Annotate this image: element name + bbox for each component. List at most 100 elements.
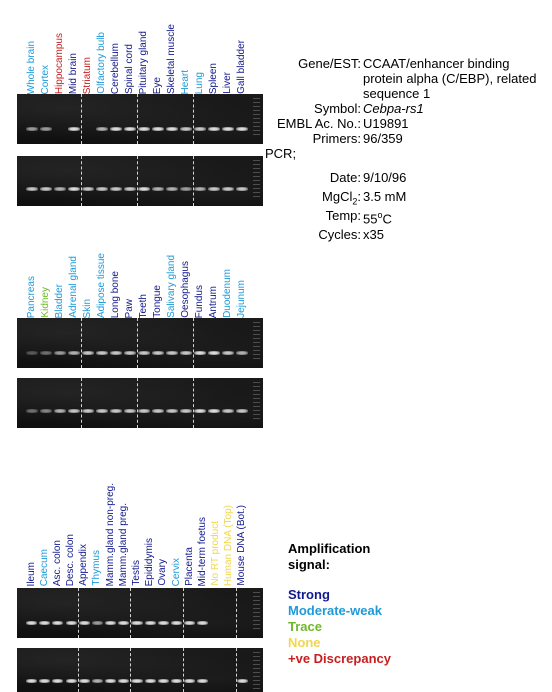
gel-band	[180, 409, 192, 413]
lane-label: Mamm.gland preg.	[117, 502, 129, 586]
lane-label: Spleen	[208, 62, 219, 94]
lane-label: Liver	[222, 72, 233, 94]
gel-band	[138, 187, 150, 191]
lane-labels-1: Whole brain Cortex Hippocampus Mid brain Str…	[17, 8, 263, 94]
gel-band	[40, 351, 52, 355]
lane-divider	[193, 156, 194, 206]
cycles-row: Cycles: x35	[262, 227, 547, 242]
mgcl2-value: 3.5 mM	[363, 189, 407, 204]
gel-band	[236, 127, 248, 131]
lane-label: Paw	[124, 298, 135, 318]
gel-band	[222, 127, 234, 131]
gel-band	[152, 127, 164, 131]
gel-band	[105, 679, 117, 683]
lane-divider	[81, 94, 82, 144]
lane-divider	[77, 648, 79, 692]
gel-band	[91, 621, 103, 625]
cycles-value: x35	[363, 227, 384, 242]
gel-band	[157, 679, 169, 683]
gel-band	[194, 409, 206, 413]
gel-band	[197, 679, 209, 683]
gel-band	[138, 351, 150, 355]
lane-label: Testis	[131, 560, 142, 586]
gel-band	[54, 409, 66, 413]
gel-band	[78, 621, 90, 625]
gel-band	[194, 351, 206, 355]
lane-label: Ovary	[157, 559, 169, 586]
gel-band	[166, 187, 178, 191]
lane-label: Cerebellum	[110, 42, 121, 94]
gel-band	[26, 351, 38, 355]
legend-item: Strong	[288, 587, 330, 602]
legend-item: Trace	[288, 619, 322, 634]
lane-label: Gall bladder	[236, 40, 247, 94]
lane-label: Antrum	[208, 285, 219, 318]
gel-band	[236, 679, 248, 683]
lane-label: Asc. colon	[51, 539, 63, 586]
gel-band	[110, 351, 122, 355]
lane-label: Duodenum	[222, 269, 233, 318]
gel-band	[91, 679, 103, 683]
gel-image-bottom-3	[17, 648, 263, 692]
gel-band	[170, 621, 183, 625]
gel-band	[124, 187, 136, 191]
lane-label: Kidney	[40, 287, 51, 318]
lane-label: Oesophagus	[180, 261, 191, 318]
gel-band	[68, 187, 80, 191]
gene-est-label: Gene/EST:	[298, 56, 361, 71]
lane-divider	[81, 156, 82, 206]
gel-panel-3: Ileum Caecum Asc. colon Desc. colon Appendix…	[17, 462, 263, 692]
gel-band	[68, 351, 80, 355]
symbol-row: Symbol: Cebpa-rs1	[262, 101, 547, 116]
lane-label: Long bone	[110, 270, 121, 318]
legend-item: +ve Discrepancy	[288, 651, 391, 666]
gel-band	[78, 679, 90, 683]
temp-row: Temp: 55oC	[262, 208, 547, 227]
lane-label: Adipose tissue	[96, 252, 107, 318]
lane-label: No RT product	[210, 521, 222, 586]
lane-label: Mid-term foetus	[196, 516, 208, 586]
gel-band	[110, 187, 122, 191]
gel-band	[144, 621, 156, 625]
lane-label: Salivary gland	[166, 255, 177, 318]
date-row: Date: 9/10/96	[262, 170, 547, 185]
lane-divider	[183, 588, 185, 638]
temp-value: 55oC	[363, 210, 392, 227]
gel-band	[110, 127, 122, 131]
gel-band	[131, 621, 143, 625]
pcr-row: PCR;	[262, 146, 547, 161]
gel-band	[26, 187, 38, 191]
lane-label: Ileum	[25, 561, 37, 586]
lane-divider	[235, 648, 237, 692]
embl-label: EMBL Ac. No.:	[276, 116, 361, 131]
gel-band	[26, 679, 38, 683]
gel-panel-2: Pancreas Kidney Bladder Adrenal gland Skin Ad…	[17, 232, 263, 452]
gel-band	[138, 409, 150, 413]
lane-label: Fundus	[194, 284, 205, 318]
lane-divider	[81, 378, 82, 428]
gel-band	[222, 187, 234, 191]
lane-label: Desc. colon	[65, 533, 77, 586]
lane-label: Placenta	[183, 547, 195, 586]
gel-band	[26, 409, 38, 413]
primers-value: 96/359	[363, 131, 403, 146]
gel-band	[105, 621, 117, 625]
gel-band	[166, 409, 178, 413]
lane-label: Caecum	[38, 548, 50, 586]
gel-band	[96, 187, 108, 191]
gel-band	[118, 679, 130, 683]
cycles-label: Cycles:	[318, 227, 361, 242]
lane-labels-3: Ileum Caecum Asc. colon Desc. colon Appendix…	[17, 462, 263, 586]
gel-band	[40, 187, 52, 191]
gel-panel-1: Whole brain Cortex Hippocampus Mid brain Str…	[17, 4, 263, 234]
gel-band	[82, 187, 94, 191]
date-label: Date:	[329, 170, 361, 185]
lane-divider	[130, 588, 132, 638]
gel-band	[82, 351, 94, 355]
gel-image-top-2	[17, 318, 263, 368]
mgcl2-row: MgCl2: 3.5 mM	[262, 189, 547, 207]
gel-band	[54, 351, 66, 355]
gel-band	[96, 409, 108, 413]
gel-band	[180, 127, 192, 131]
lane-divider	[193, 318, 194, 368]
